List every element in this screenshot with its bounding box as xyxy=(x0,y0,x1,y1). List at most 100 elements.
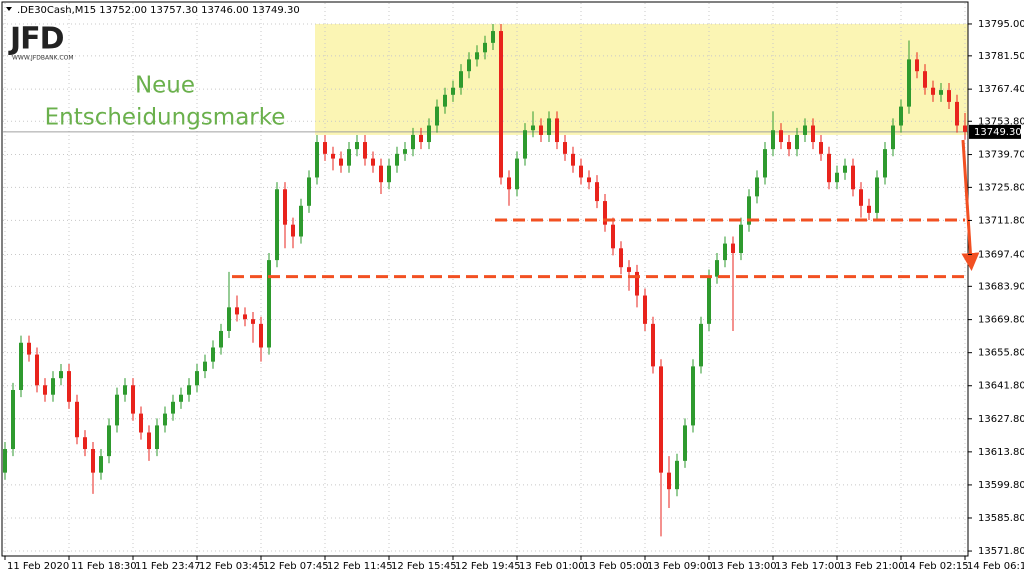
candle-body xyxy=(907,59,911,107)
candle-body xyxy=(723,243,727,261)
candle-body xyxy=(483,42,487,53)
candle-body xyxy=(35,354,39,386)
candle-body xyxy=(795,134,799,150)
candle-body xyxy=(227,307,231,331)
y-tick-label: 13725.80 xyxy=(978,182,1024,193)
candle-body xyxy=(427,125,431,143)
plot-frame xyxy=(1,1,969,557)
candle-body xyxy=(275,189,279,261)
x-tick-label: 12 Feb 11:45 xyxy=(327,561,393,572)
candle-body xyxy=(283,189,287,225)
candle-body xyxy=(99,456,103,473)
candle-body xyxy=(547,118,551,135)
decision-zone xyxy=(315,23,968,135)
x-tick-label: 13 Feb 17:00 xyxy=(775,561,841,572)
x-tick-label: 13 Feb 05:00 xyxy=(583,561,649,572)
candle-body xyxy=(563,142,567,154)
candle-body xyxy=(139,413,143,433)
candle-body xyxy=(755,177,759,197)
candle-body xyxy=(683,425,687,461)
candle-body xyxy=(891,125,895,150)
x-tick-label: 13 Feb 01:00 xyxy=(519,561,585,572)
candle-body xyxy=(331,153,335,159)
candle-body xyxy=(899,106,903,126)
candle-body xyxy=(243,314,247,320)
menu-icon xyxy=(6,7,12,11)
y-tick-label: 13641.80 xyxy=(978,381,1024,392)
candle-body xyxy=(659,366,663,473)
x-tick-label: 11 Feb 2020 xyxy=(7,561,69,572)
candle-body xyxy=(203,361,207,372)
candle-body xyxy=(267,260,271,348)
candle-body xyxy=(571,153,575,166)
candle-body xyxy=(187,385,191,395)
y-tick-label: 13781.50 xyxy=(978,51,1024,62)
candle-body xyxy=(739,224,743,254)
candle-body xyxy=(587,177,591,183)
candle-body xyxy=(643,295,647,324)
candle-body xyxy=(635,271,639,296)
y-tick-label: 13655.80 xyxy=(978,348,1024,359)
candle-body xyxy=(539,125,543,135)
candle-body xyxy=(315,142,319,178)
candle-body xyxy=(259,323,263,348)
x-tick-label: 12 Feb 07:45 xyxy=(263,561,329,572)
x-tick-label: 14 Feb 06:15 xyxy=(967,561,1024,572)
candle-body xyxy=(291,224,295,237)
candle-body xyxy=(923,71,927,88)
x-tick-label: 11 Feb 18:30 xyxy=(71,561,137,572)
candle-body xyxy=(507,177,511,190)
annotation: Entscheidungsmarke xyxy=(45,105,286,131)
candle-body xyxy=(939,90,943,95)
candle-body xyxy=(491,31,495,43)
candle-body xyxy=(155,425,159,450)
candle-body xyxy=(59,371,63,379)
candle-body xyxy=(395,153,399,166)
x-tick-label: 12 Feb 19:45 xyxy=(455,561,521,572)
candle-body xyxy=(3,449,7,473)
logo-url: WWW.JFDBANK.COM xyxy=(12,55,74,62)
candle-body xyxy=(347,149,351,166)
candle-body xyxy=(883,149,887,178)
y-tick-label: 13711.80 xyxy=(978,215,1024,226)
candle-body xyxy=(307,177,311,206)
y-tick-label: 13599.80 xyxy=(978,480,1024,491)
candle-body xyxy=(819,142,823,154)
y-tick-label: 13739.70 xyxy=(978,150,1024,161)
y-tick-label: 13767.40 xyxy=(978,84,1024,95)
candle-body xyxy=(787,142,791,150)
y-tick-label: 13613.80 xyxy=(978,447,1024,458)
candle-body xyxy=(715,260,719,277)
candle-body xyxy=(531,125,535,131)
candle-body xyxy=(355,142,359,150)
y-tick-label: 13585.80 xyxy=(978,513,1024,524)
y-tick-label: 13697.40 xyxy=(978,249,1024,260)
candle-body xyxy=(627,267,631,272)
candle-body xyxy=(867,205,871,213)
candle-body xyxy=(595,182,599,202)
candle-body xyxy=(523,130,527,159)
y-tick-label: 13627.80 xyxy=(978,414,1024,425)
candle-body xyxy=(475,52,479,60)
plot xyxy=(3,3,968,556)
candle-body xyxy=(731,243,735,254)
candle-body xyxy=(955,101,959,126)
candle-body xyxy=(147,432,151,450)
candle-body xyxy=(363,142,367,159)
candle-body xyxy=(107,425,111,457)
candle-body xyxy=(667,472,671,490)
y-tick-label: 13571.80 xyxy=(978,546,1024,557)
y-tick-label: 13683.90 xyxy=(978,281,1024,292)
candle-body xyxy=(691,366,695,426)
candle-body xyxy=(19,342,23,390)
candle-body xyxy=(915,59,919,72)
candle-body xyxy=(619,248,623,268)
candle-body xyxy=(131,385,135,414)
candle-body xyxy=(339,158,343,166)
candle-body xyxy=(611,224,615,249)
candle-body xyxy=(651,323,655,367)
candle-body xyxy=(371,158,375,166)
candle-body xyxy=(219,330,223,348)
candle-body xyxy=(323,142,327,154)
y-tick-label: 13795.00 xyxy=(978,19,1024,30)
